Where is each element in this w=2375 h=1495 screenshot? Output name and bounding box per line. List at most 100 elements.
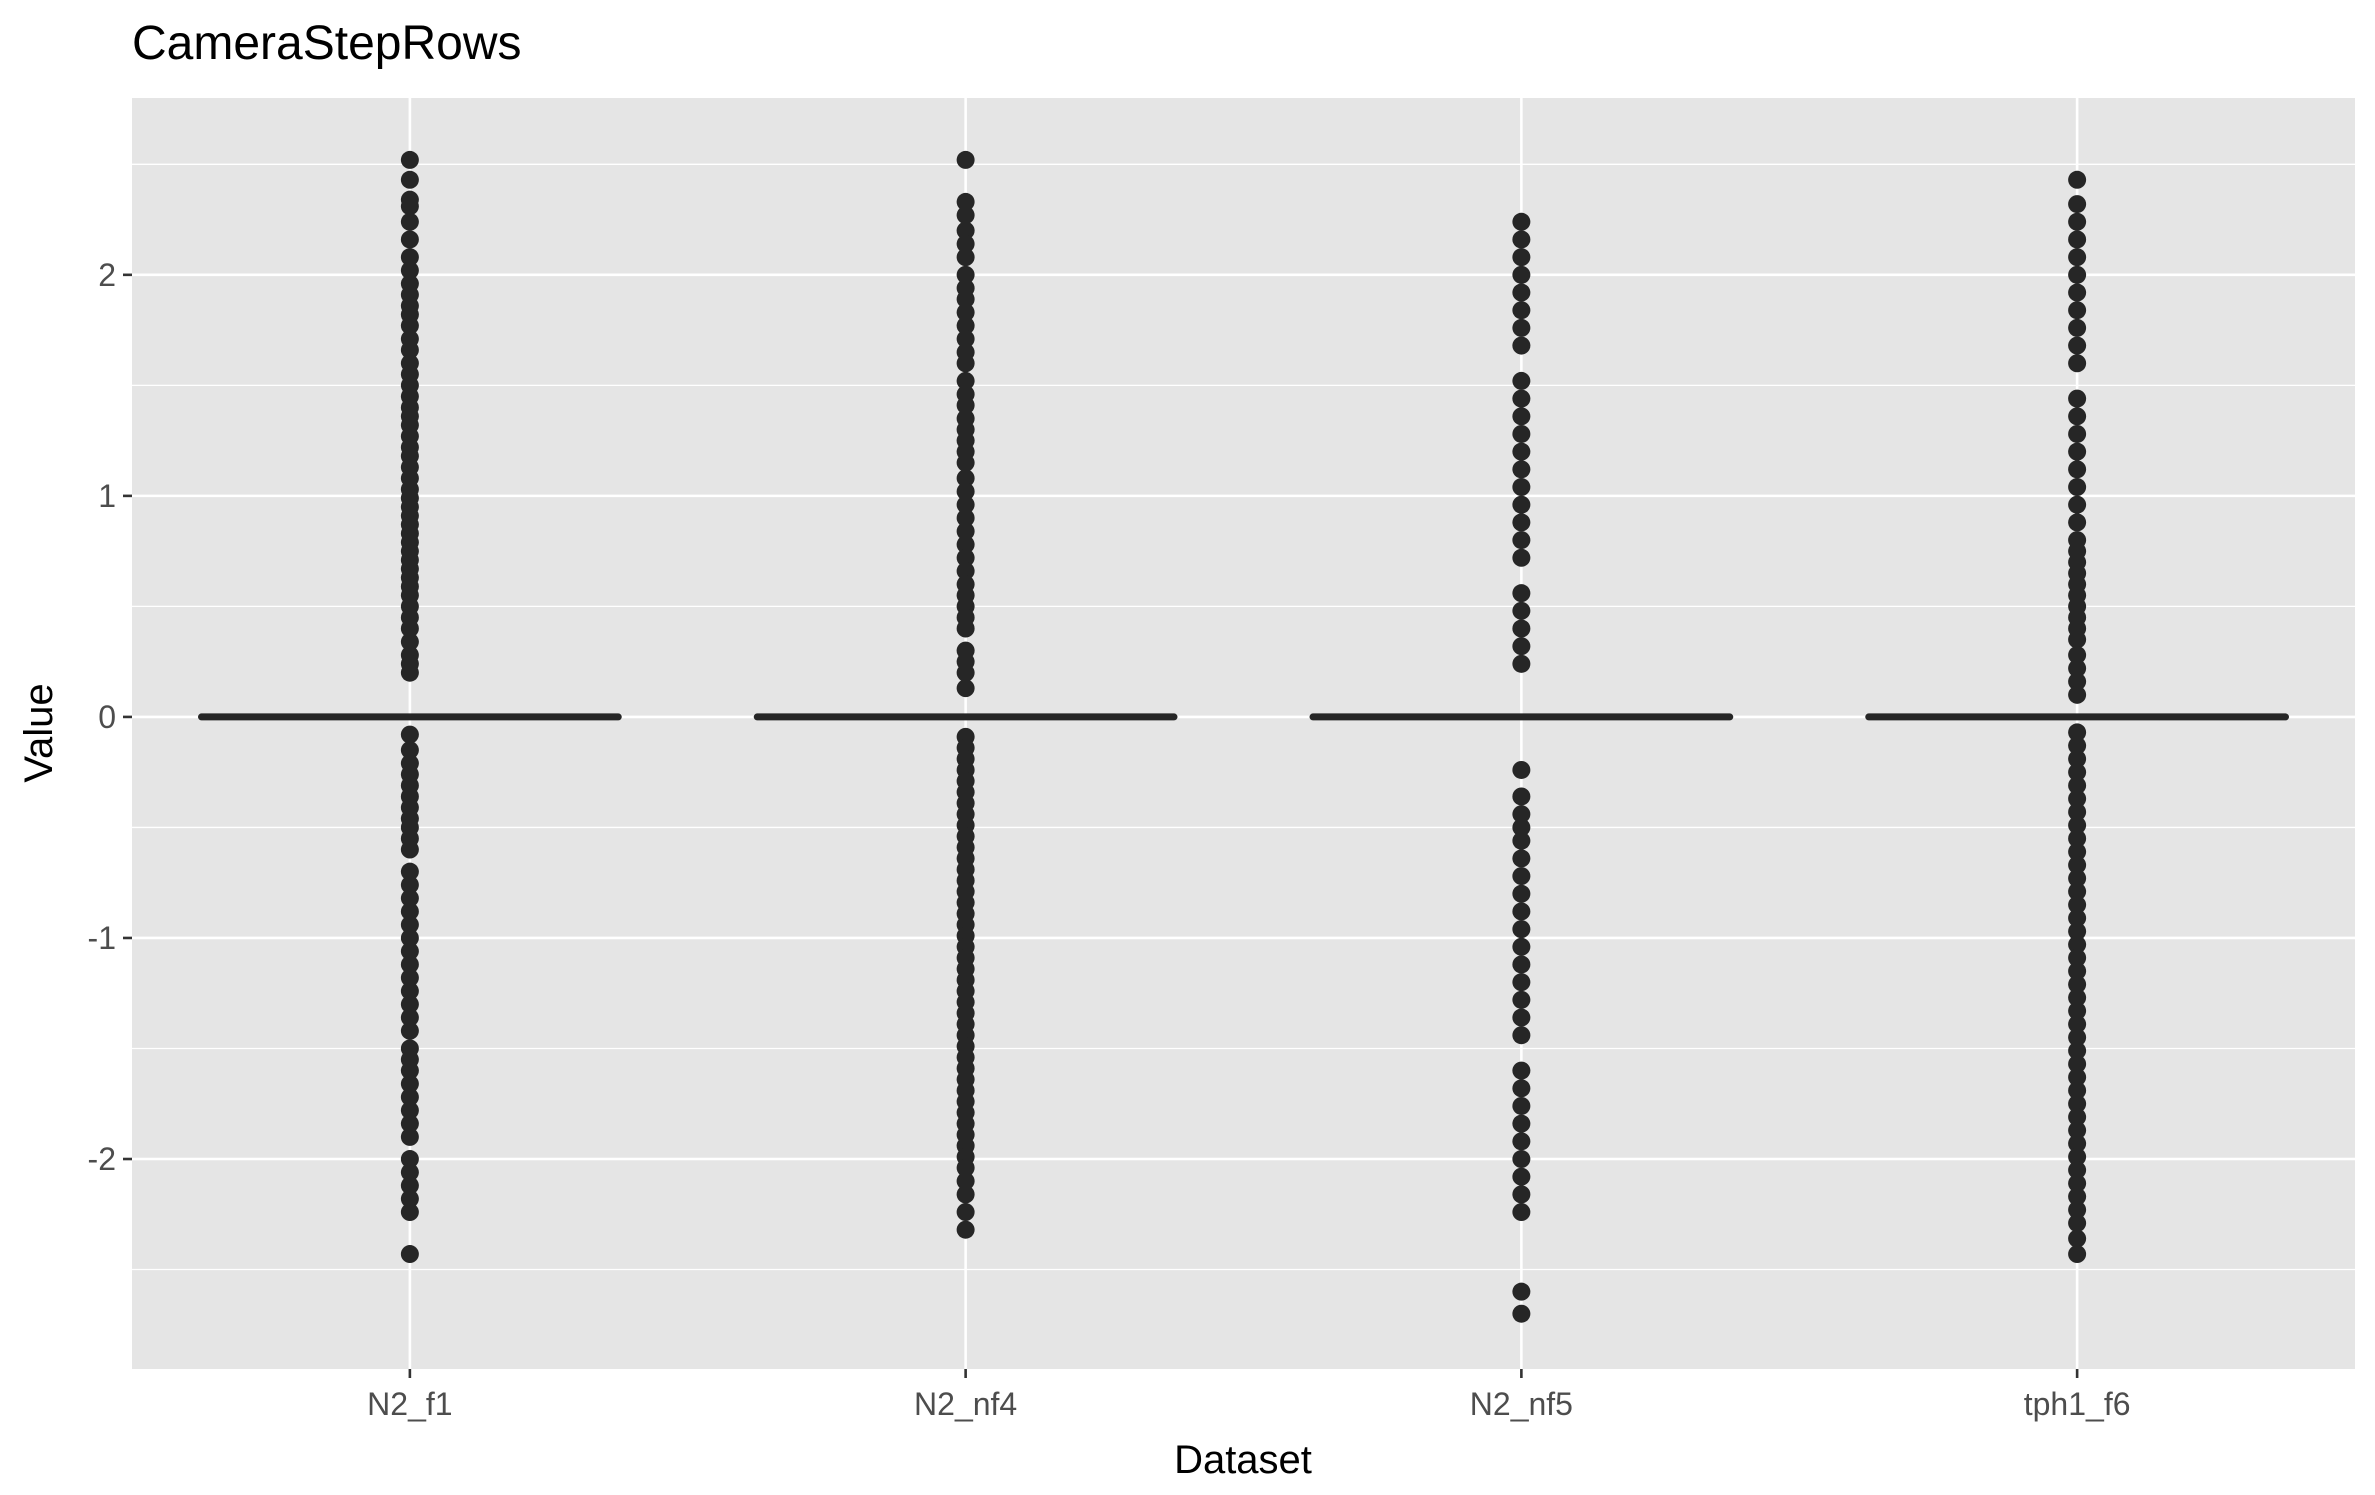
- outlier-point: [1512, 1079, 1531, 1098]
- outlier-point: [1512, 301, 1531, 320]
- outlier-point: [400, 862, 419, 881]
- outlier-point: [2068, 1200, 2087, 1219]
- outlier-point: [956, 234, 975, 253]
- outlier-point: [956, 150, 975, 169]
- outlier-point: [2068, 789, 2087, 808]
- outlier-point: [1512, 460, 1531, 479]
- outlier-point: [400, 316, 419, 335]
- outlier-point: [1512, 389, 1531, 408]
- outlier-point: [400, 1061, 419, 1080]
- outlier-point: [400, 1203, 419, 1222]
- outlier-point: [956, 663, 975, 682]
- outlier-point: [956, 679, 975, 698]
- outlier-point: [1512, 318, 1531, 337]
- outlier-point: [2068, 723, 2087, 742]
- outlier-point: [400, 982, 419, 1001]
- outlier-point: [400, 230, 419, 249]
- outlier-point: [400, 1074, 419, 1093]
- outlier-point: [2068, 630, 2087, 649]
- outlier-point: [2068, 962, 2087, 981]
- outlier-point: [956, 508, 975, 527]
- outlier-point: [1512, 230, 1531, 249]
- outlier-point: [2068, 513, 2087, 532]
- outlier-point: [1512, 619, 1531, 638]
- outlier-point: [2068, 283, 2087, 302]
- outlier-point: [2068, 672, 2087, 691]
- outlier-point: [1512, 1114, 1531, 1133]
- outlier-point: [1512, 407, 1531, 426]
- outlier-point: [1512, 1304, 1531, 1323]
- outlier-point: [1512, 787, 1531, 806]
- outlier-point: [1512, 902, 1531, 921]
- x-tick-label: N2_f1: [367, 1386, 452, 1422]
- outlier-point: [956, 522, 975, 541]
- outlier-point: [2068, 424, 2087, 443]
- x-tick-label: N2_nf4: [914, 1386, 1017, 1422]
- outlier-point: [956, 265, 975, 284]
- outlier-point: [956, 1220, 975, 1239]
- outlier-point: [400, 663, 419, 682]
- outlier-point: [1512, 495, 1531, 514]
- outlier-point: [956, 303, 975, 322]
- x-tick-label: tph1_f6: [2024, 1386, 2131, 1422]
- outlier-point: [400, 170, 419, 189]
- outlier-point: [2068, 988, 2087, 1007]
- outlier-point: [2068, 948, 2087, 967]
- outlier-point: [956, 354, 975, 373]
- outlier-point: [956, 1172, 975, 1191]
- outlier-point: [956, 562, 975, 581]
- outlier-point: [2068, 842, 2087, 861]
- outlier-point: [1512, 867, 1531, 886]
- outlier-point: [1512, 831, 1531, 850]
- outlier-point: [2068, 230, 2087, 249]
- outlier-point: [1512, 513, 1531, 532]
- outlier-point: [1512, 1132, 1531, 1151]
- outlier-point: [956, 1185, 975, 1204]
- outlier-point: [2068, 763, 2087, 782]
- outlier-point: [400, 1189, 419, 1208]
- outlier-point: [400, 1021, 419, 1040]
- outlier-point: [956, 316, 975, 335]
- outlier-point: [2068, 1174, 2087, 1193]
- outlier-point: [1512, 849, 1531, 868]
- outlier-point: [2068, 212, 2087, 231]
- outlier-point: [2068, 1134, 2087, 1153]
- outlier-point: [2068, 829, 2087, 848]
- outlier-point: [2068, 1028, 2087, 1047]
- outlier-point: [956, 548, 975, 567]
- y-tick-label: -2: [88, 1141, 116, 1177]
- outlier-point: [956, 535, 975, 554]
- outlier-point: [1512, 990, 1531, 1009]
- outlier-point: [400, 261, 419, 280]
- outlier-point: [2068, 1147, 2087, 1166]
- outlier-point: [956, 469, 975, 488]
- outlier-point: [2068, 935, 2087, 954]
- outlier-point: [2068, 816, 2087, 835]
- outlier-point: [1512, 1167, 1531, 1186]
- outlier-point: [1512, 336, 1531, 355]
- plot-panel: [132, 98, 2355, 1369]
- outlier-point: [1512, 442, 1531, 461]
- outlier-point: [2068, 736, 2087, 755]
- outlier-point: [1512, 1008, 1531, 1027]
- outlier-points: [400, 150, 2087, 1323]
- outlier-point: [2068, 354, 2087, 373]
- outlier-point: [1512, 973, 1531, 992]
- outlier-point: [2068, 1187, 2087, 1206]
- outlier-point: [2068, 802, 2087, 821]
- outlier-point: [400, 889, 419, 908]
- outlier-point: [956, 396, 975, 415]
- outlier-point: [400, 248, 419, 267]
- outlier-point: [1512, 1150, 1531, 1169]
- outlier-point: [2068, 301, 2087, 320]
- outlier-point: [400, 1176, 419, 1195]
- outlier-point: [956, 221, 975, 240]
- outlier-point: [2068, 882, 2087, 901]
- outlier-point: [2068, 895, 2087, 914]
- outlier-point: [2068, 1068, 2087, 1087]
- outlier-point: [956, 453, 975, 472]
- outlier-point: [1512, 584, 1531, 603]
- y-tick-label: 2: [98, 257, 116, 293]
- outlier-point: [956, 482, 975, 501]
